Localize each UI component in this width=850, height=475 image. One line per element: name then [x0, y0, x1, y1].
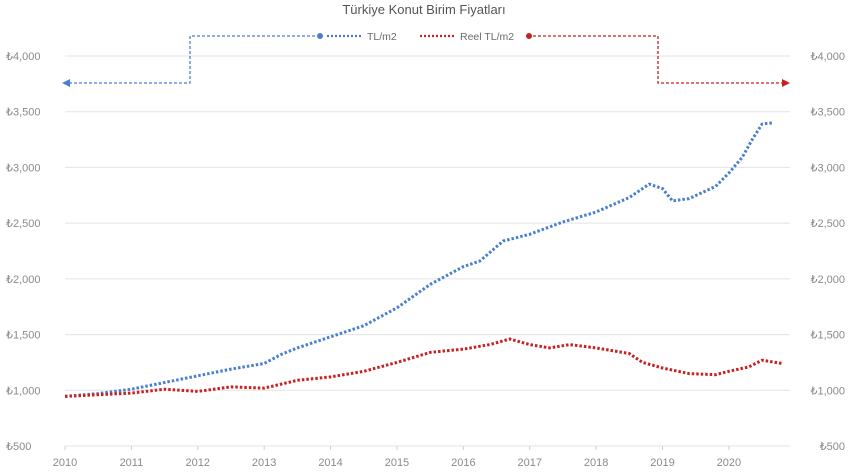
y-tick-label-left: ₺2,000 — [6, 274, 41, 286]
legend-label-tl-m2: TL/m2 — [367, 31, 397, 43]
connector-reel-tl-m2-dot — [526, 33, 532, 39]
x-tick-label: 2015 — [385, 457, 409, 469]
x-tick-label: 2011 — [120, 457, 144, 469]
y-tick-label-left: ₺2,500 — [6, 218, 41, 230]
legend: TL/m2 Reel TL/m2 — [327, 31, 514, 43]
chart-title: Türkiye Konut Birim Fiyatları — [342, 2, 505, 17]
x-tick-label: 2014 — [318, 457, 342, 469]
x-tick-label: 2017 — [518, 457, 542, 469]
connector-tl-m2-arrow — [62, 79, 70, 87]
y-tick-label-left: ₺1,000 — [6, 385, 41, 397]
x-tick-label: 2019 — [650, 457, 674, 469]
x-tick-label: 2020 — [717, 457, 741, 469]
y-tick-label-right: ₺3,000 — [810, 162, 845, 174]
legend-label-reel-tl-m2: Reel TL/m2 — [460, 31, 514, 43]
y-tick-label-right: ₺500 — [820, 441, 845, 453]
y-tick-label-left: ₺3,000 — [6, 162, 41, 174]
x-tick-label: 2013 — [252, 457, 276, 469]
y-tick-label-left: ₺3,500 — [6, 107, 41, 119]
y-tick-label-right: ₺1,500 — [810, 330, 845, 342]
y-tick-label-right: ₺2,000 — [810, 274, 845, 286]
x-axis: 2010 2011 2012 2013 2014 2015 2016 2017 2018 2019… — [53, 446, 741, 469]
x-tick-label: 2016 — [451, 457, 475, 469]
y-tick-label-right: ₺4,000 — [810, 51, 845, 63]
y-tick-label-left: ₺1,500 — [6, 330, 41, 342]
connector-tl-m2 — [68, 35, 320, 84]
y-tick-label-right: ₺1,000 — [810, 385, 845, 397]
y-axis-left: ₺500 ₺1,000 ₺1,500 ₺2,000 ₺2,500 ₺3,000 ₺3,500… — [6, 51, 41, 453]
x-tick-label: 2010 — [53, 457, 77, 469]
x-tick-label: 2012 — [186, 457, 210, 469]
y-tick-label-left: ₺4,000 — [6, 51, 41, 63]
gridlines — [65, 55, 790, 447]
x-tick-label: 2018 — [584, 457, 608, 469]
y-tick-label-right: ₺2,500 — [810, 218, 845, 230]
y-tick-label-left: ₺500 — [6, 441, 31, 453]
series-group — [64, 121, 783, 398]
y-axis-right: ₺500 ₺1,000 ₺1,500 ₺2,000 ₺2,500 ₺3,000 ₺3,500… — [810, 51, 845, 453]
series-line-reel-tl-m2 — [64, 337, 783, 398]
connector-reel-tl-m2-arrow — [782, 79, 790, 87]
series-line-tl-m2 — [64, 121, 773, 398]
y-tick-label-right: ₺3,500 — [810, 107, 845, 119]
connector-reel-tl-m2 — [528, 35, 782, 84]
connector-tl-m2-dot — [317, 33, 323, 39]
legend-connectors — [62, 33, 790, 87]
